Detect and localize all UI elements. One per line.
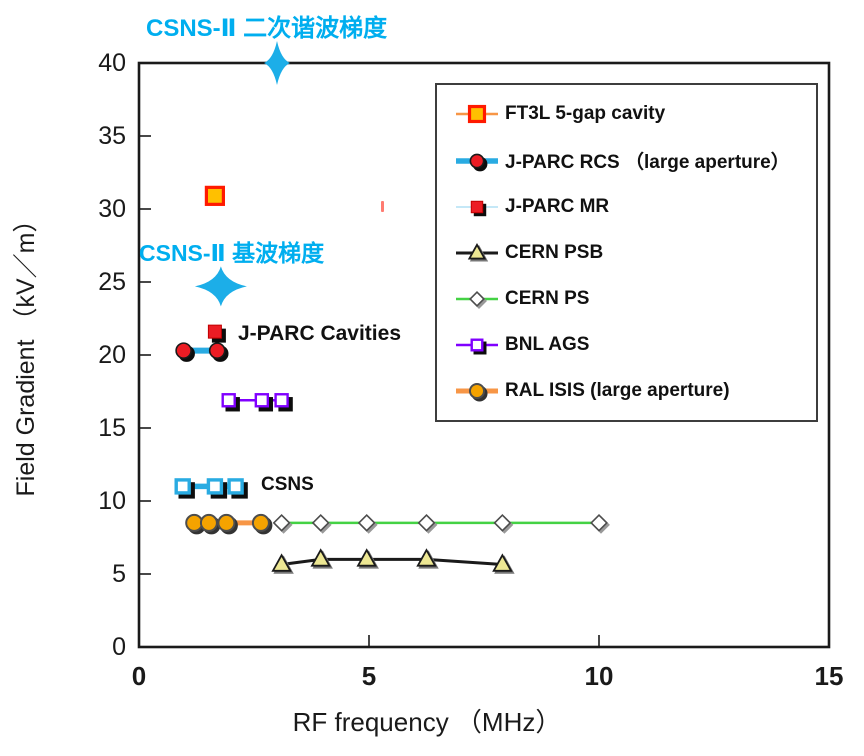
series-6 <box>185 513 273 535</box>
y-tick-label: 0 <box>112 633 126 661</box>
marker-triangle <box>271 553 292 572</box>
legend-item-ft3l: FT3L 5-gap cavity <box>453 101 812 127</box>
legend-label: CERN PSB <box>505 242 604 263</box>
marker-diamond <box>311 513 330 532</box>
legend-marker-ft3l <box>456 104 498 124</box>
legend-item-ral-isis: RAL ISIS (large aperture) <box>453 378 812 404</box>
series-7 <box>174 478 248 499</box>
x-axis-title: RF frequency （MHz） <box>292 707 562 737</box>
y-tick-label: 5 <box>112 560 126 588</box>
marker-diamond <box>493 513 512 532</box>
marker-circle <box>208 342 226 359</box>
legend-label: CERN PS <box>505 288 590 309</box>
legend-marker-glyph <box>456 153 498 171</box>
marker-circle <box>185 513 204 532</box>
marker-square <box>470 338 484 352</box>
marker-circle <box>251 513 270 532</box>
marker-diamond <box>272 513 291 532</box>
marker-square <box>227 478 244 495</box>
y-tick-label: 40 <box>98 49 126 77</box>
legend-label: FT3L 5-gap cavity <box>505 103 666 124</box>
legend-marker-glyph <box>456 291 498 309</box>
y-tick-label: 30 <box>98 195 126 223</box>
legend-marker-jparc-rcs <box>456 153 498 171</box>
legend-marker-bnl-ags <box>456 338 498 355</box>
legend-marker-jparc-mr <box>456 200 498 217</box>
legend-marker-glyph <box>456 104 498 124</box>
marker-triangle <box>356 548 377 567</box>
marker-circle <box>468 382 486 400</box>
marker-square <box>207 324 222 339</box>
series-3 <box>271 548 515 574</box>
y-tick-label: 35 <box>98 122 126 150</box>
marker-square <box>174 478 191 495</box>
star-fundamental <box>194 266 247 307</box>
series-2 <box>207 324 226 343</box>
y-tick-label: 15 <box>98 414 126 442</box>
marker-square <box>467 104 487 124</box>
legend-marker-cern-psb <box>456 242 498 262</box>
marker-triangle <box>492 553 513 572</box>
y-tick-label: 25 <box>98 268 126 296</box>
x-tick-label: 15 <box>814 661 844 691</box>
legend-item-cern-psb: CERN PSB <box>453 240 812 266</box>
marker-diamond <box>590 513 608 532</box>
marker-diamond <box>417 513 436 532</box>
legend-marker-glyph <box>456 200 498 217</box>
label-jparc-cavities: J-PARC Cavities <box>238 322 401 345</box>
legend-item-jparc-mr: J-PARC MR <box>453 194 812 220</box>
x-tick-label: 5 <box>361 661 377 691</box>
marker-square <box>274 393 289 408</box>
legend-marker-glyph <box>456 338 498 355</box>
series-4 <box>272 513 610 534</box>
series-1 <box>175 342 229 362</box>
y-tick-label: 10 <box>98 487 126 515</box>
legend-item-jparc-rcs: J-PARC RCS （large aperture） <box>453 147 812 174</box>
marker-diamond <box>469 291 485 307</box>
legend-label: J-PARC RCS （large aperture） <box>505 152 790 173</box>
legend-marker-ral-isis <box>456 382 498 402</box>
stray-red-mark <box>381 201 384 212</box>
series-5 <box>221 393 293 412</box>
x-tick-label: 10 <box>584 661 614 691</box>
marker-square <box>206 478 224 495</box>
marker-triangle <box>416 548 437 567</box>
star-second-harmonic <box>264 41 290 85</box>
marker-circle <box>217 513 236 532</box>
marker-diamond <box>357 513 376 532</box>
marker-triangle <box>310 548 331 567</box>
annotation-second-harmonic: CSNS-Ⅱ 二次谐波梯度 <box>146 15 388 42</box>
y-tick-label: 20 <box>98 341 126 369</box>
marker-triangle <box>467 242 487 260</box>
legend-item-cern-ps: CERN PS <box>453 286 812 312</box>
label-csns: CSNS <box>261 474 314 495</box>
marker-circle <box>175 342 192 359</box>
marker-square <box>204 185 225 206</box>
legend-marker-glyph <box>456 242 498 262</box>
annotation-fundamental: CSNS-Ⅱ 基波梯度 <box>139 240 325 266</box>
y-axis-title: Field Gradient （kV／m） <box>12 207 40 497</box>
legend-marker-cern-ps <box>456 291 498 309</box>
legend-label: J-PARC MR <box>505 196 610 217</box>
legend-label: BNL AGS <box>505 334 590 355</box>
marker-square <box>470 200 484 214</box>
legend-label: RAL ISIS (large aperture) <box>505 380 730 401</box>
x-tick-label: 0 <box>131 661 147 691</box>
marker-square <box>221 393 236 408</box>
marker-circle <box>199 513 218 532</box>
legend-item-bnl-ags: BNL AGS <box>453 332 812 358</box>
legend-box: FT3L 5-gap cavity J-PARC RCS （large aper… <box>435 83 818 422</box>
series-0 <box>204 185 225 206</box>
marker-circle <box>469 153 485 168</box>
marker-square <box>254 393 270 408</box>
legend-marker-glyph <box>456 382 498 402</box>
